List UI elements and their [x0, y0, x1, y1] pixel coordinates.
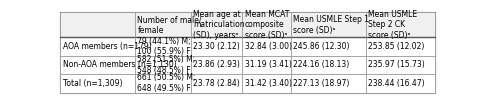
Text: 582 (51.5%) M;
548 (48.5%) F: 582 (51.5%) M; 548 (48.5%) F — [138, 55, 196, 75]
Bar — [135, 74, 191, 93]
Text: 245.86 (12.30): 245.86 (12.30) — [293, 42, 350, 51]
Bar — [291, 74, 366, 93]
Text: 79 (44.1%) M;
100 (55.9%) F: 79 (44.1%) M; 100 (55.9%) F — [138, 37, 191, 56]
Text: 23.78 (2.84): 23.78 (2.84) — [193, 79, 240, 88]
Bar — [60, 37, 135, 56]
Text: Mean age at
matriculation
(SD), yearsᵃ: Mean age at matriculation (SD), yearsᵃ — [193, 10, 244, 40]
Bar — [191, 56, 242, 74]
Bar — [191, 12, 242, 37]
Bar — [135, 12, 191, 37]
Text: Mean USMLE
Step 2 CK
score (SD)ᵃ: Mean USMLE Step 2 CK score (SD)ᵃ — [368, 10, 417, 40]
Text: 32.84 (3.00): 32.84 (3.00) — [244, 42, 292, 51]
Bar — [291, 37, 366, 56]
Text: Non-AOA members (n=1,130): Non-AOA members (n=1,130) — [63, 60, 176, 69]
Bar — [135, 56, 191, 74]
Bar — [242, 74, 291, 93]
Text: 661 (50.5%) M;
648 (49.5%) F: 661 (50.5%) M; 648 (49.5%) F — [138, 73, 196, 93]
Bar — [60, 74, 135, 93]
Text: Mean USMLE Step 1
score (SD)ᵃ: Mean USMLE Step 1 score (SD)ᵃ — [293, 15, 369, 35]
Bar — [135, 37, 191, 56]
Text: 23.30 (2.12): 23.30 (2.12) — [193, 42, 240, 51]
Text: 31.42 (3.40): 31.42 (3.40) — [244, 79, 292, 88]
Bar — [242, 12, 291, 37]
Text: 31.19 (3.41): 31.19 (3.41) — [244, 60, 291, 69]
Text: Total (n=1,309): Total (n=1,309) — [63, 79, 122, 88]
Bar — [191, 74, 242, 93]
Text: AOA members (n=179): AOA members (n=179) — [63, 42, 151, 51]
Bar — [242, 56, 291, 74]
Text: 224.16 (18.13): 224.16 (18.13) — [293, 60, 350, 69]
Text: Mean MCAT
composite
score (SD)ᵃ: Mean MCAT composite score (SD)ᵃ — [244, 10, 289, 40]
Bar — [366, 74, 435, 93]
Bar — [242, 37, 291, 56]
Bar — [366, 37, 435, 56]
Bar — [60, 56, 135, 74]
Text: 235.97 (15.73): 235.97 (15.73) — [368, 60, 425, 69]
Bar — [366, 12, 435, 37]
Text: 238.44 (16.47): 238.44 (16.47) — [368, 79, 425, 88]
Bar — [366, 56, 435, 74]
Bar — [191, 37, 242, 56]
Text: 253.85 (12.02): 253.85 (12.02) — [368, 42, 425, 51]
Text: Number of male/
female: Number of male/ female — [138, 15, 202, 35]
Bar — [291, 12, 366, 37]
Text: 23.86 (2.93): 23.86 (2.93) — [193, 60, 240, 69]
Bar — [291, 56, 366, 74]
Text: 227.13 (18.97): 227.13 (18.97) — [293, 79, 350, 88]
Bar — [60, 12, 135, 37]
